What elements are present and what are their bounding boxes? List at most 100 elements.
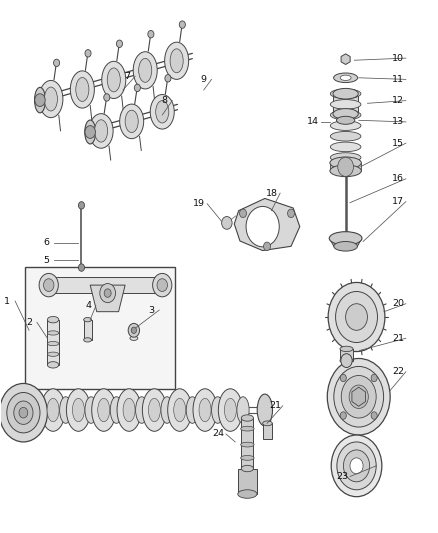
Ellipse shape: [76, 77, 89, 101]
Ellipse shape: [186, 397, 198, 423]
Bar: [333, 94, 358, 114]
Ellipse shape: [238, 490, 257, 498]
Polygon shape: [352, 387, 366, 406]
Text: 13: 13: [392, 117, 404, 126]
Circle shape: [19, 407, 28, 418]
Text: 21: 21: [269, 401, 281, 410]
Ellipse shape: [150, 94, 174, 129]
Ellipse shape: [148, 398, 160, 422]
Polygon shape: [90, 285, 125, 312]
Circle shape: [53, 59, 60, 67]
Circle shape: [338, 157, 353, 176]
Ellipse shape: [47, 362, 59, 368]
Text: 3: 3: [148, 305, 154, 314]
Circle shape: [14, 401, 33, 424]
Bar: [238, 469, 257, 494]
Ellipse shape: [240, 456, 254, 461]
Circle shape: [337, 442, 376, 490]
Ellipse shape: [98, 398, 110, 422]
Circle shape: [349, 385, 368, 408]
Circle shape: [350, 458, 363, 474]
Ellipse shape: [330, 110, 361, 120]
Ellipse shape: [224, 398, 237, 422]
Circle shape: [128, 324, 140, 337]
Ellipse shape: [212, 397, 224, 423]
Ellipse shape: [117, 389, 141, 431]
Ellipse shape: [336, 116, 355, 124]
Polygon shape: [25, 266, 175, 389]
Circle shape: [328, 282, 385, 352]
Ellipse shape: [92, 389, 116, 431]
Circle shape: [7, 392, 40, 433]
Text: 17: 17: [392, 197, 404, 206]
Ellipse shape: [155, 101, 169, 123]
Text: 7: 7: [124, 71, 131, 80]
Ellipse shape: [340, 75, 351, 80]
Circle shape: [0, 383, 47, 442]
Ellipse shape: [330, 89, 361, 99]
Ellipse shape: [263, 421, 272, 426]
Circle shape: [165, 75, 171, 82]
Ellipse shape: [330, 132, 361, 141]
Text: 16: 16: [392, 174, 404, 183]
Circle shape: [117, 40, 123, 47]
Ellipse shape: [241, 465, 254, 472]
Ellipse shape: [219, 389, 242, 431]
Circle shape: [148, 30, 154, 38]
Ellipse shape: [174, 398, 186, 422]
Ellipse shape: [85, 397, 97, 423]
Ellipse shape: [240, 426, 254, 431]
Text: 9: 9: [201, 75, 207, 84]
Circle shape: [264, 242, 271, 251]
Ellipse shape: [60, 397, 72, 423]
Ellipse shape: [237, 397, 249, 423]
Ellipse shape: [89, 114, 113, 148]
Ellipse shape: [240, 442, 254, 447]
Ellipse shape: [139, 59, 152, 82]
Circle shape: [343, 450, 370, 482]
Ellipse shape: [84, 318, 92, 322]
Circle shape: [346, 304, 367, 330]
Bar: [47, 320, 59, 365]
Ellipse shape: [102, 61, 126, 99]
Circle shape: [331, 435, 382, 497]
Circle shape: [288, 209, 294, 217]
Ellipse shape: [85, 120, 95, 144]
Ellipse shape: [125, 110, 138, 133]
Ellipse shape: [107, 68, 120, 92]
Ellipse shape: [333, 109, 358, 119]
Text: 6: 6: [43, 238, 49, 247]
Ellipse shape: [330, 100, 361, 109]
Text: 15: 15: [392, 139, 404, 148]
Circle shape: [43, 279, 54, 292]
Text: 5: 5: [43, 256, 49, 264]
Text: 21: 21: [392, 334, 404, 343]
Circle shape: [39, 273, 58, 297]
Circle shape: [104, 289, 111, 297]
Ellipse shape: [130, 336, 138, 341]
Ellipse shape: [71, 71, 94, 108]
Polygon shape: [234, 198, 300, 251]
Text: 4: 4: [85, 301, 91, 310]
Ellipse shape: [165, 42, 189, 79]
Circle shape: [100, 284, 116, 303]
Ellipse shape: [47, 317, 59, 323]
Ellipse shape: [330, 142, 361, 152]
Circle shape: [341, 354, 352, 368]
Ellipse shape: [47, 352, 59, 357]
Ellipse shape: [39, 80, 63, 118]
Circle shape: [340, 374, 346, 382]
Polygon shape: [341, 54, 350, 64]
Ellipse shape: [330, 153, 361, 163]
Bar: [241, 418, 254, 469]
Circle shape: [327, 359, 390, 435]
Ellipse shape: [330, 121, 361, 131]
Polygon shape: [329, 238, 362, 246]
Ellipse shape: [47, 331, 59, 335]
Ellipse shape: [72, 398, 85, 422]
Text: 14: 14: [307, 117, 319, 126]
Circle shape: [336, 292, 378, 343]
Text: 19: 19: [193, 199, 205, 208]
Circle shape: [85, 50, 91, 57]
Circle shape: [104, 94, 110, 101]
